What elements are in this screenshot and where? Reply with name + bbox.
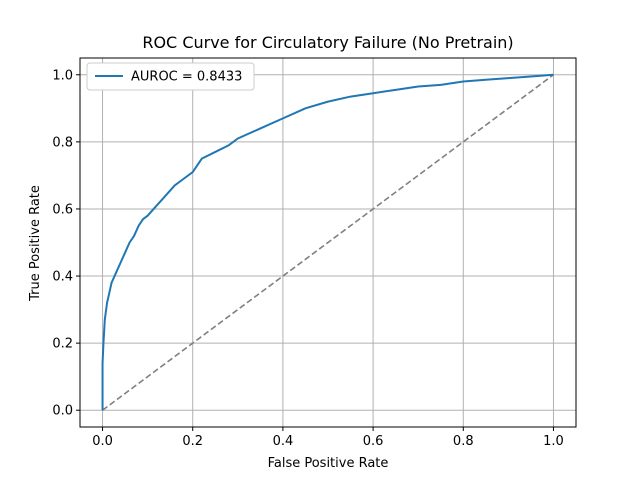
x-tick-label: 1.0	[543, 434, 564, 449]
grid	[80, 58, 576, 427]
x-tick-label: 0.2	[182, 434, 203, 449]
chance-diagonal-line	[102, 74, 554, 411]
y-tick-label: 0.8	[52, 135, 73, 150]
y-tick-label: 0.0	[52, 404, 73, 419]
series-layer	[101, 73, 554, 411]
x-tick-label: 0.6	[363, 434, 384, 449]
y-tick-label: 0.6	[52, 202, 73, 217]
x-axis-label: False Positive Rate	[268, 456, 389, 471]
y-axis-label: True Positive Rate	[28, 185, 43, 302]
y-tick-label: 0.2	[52, 337, 73, 352]
roc-curve-line	[101, 73, 554, 411]
x-tick-label: 0.0	[92, 434, 113, 449]
plot-area	[79, 57, 577, 428]
legend-label: AUROC = 0.8433	[131, 70, 242, 85]
x-tick-label: 0.4	[273, 434, 294, 449]
y-tick-label: 1.0	[52, 68, 73, 83]
legend-box	[86, 62, 255, 91]
x-tick-label: 0.8	[453, 434, 474, 449]
chart-title: ROC Curve for Circulatory Failure (No Pr…	[142, 33, 513, 52]
y-tick-label: 0.4	[52, 270, 73, 285]
ticks: 0.0 0.2 0.4 0.6 0.8 1.0 0.0 0.2 0.4 0.6 0.8 1.0	[52, 68, 563, 449]
legend: AUROC = 0.8433	[86, 62, 255, 91]
